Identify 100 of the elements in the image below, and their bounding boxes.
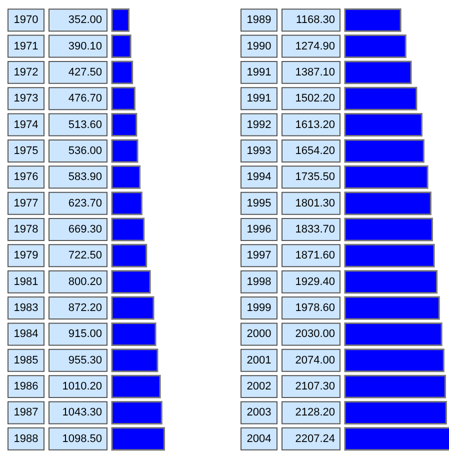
data-label: 1801.30	[295, 197, 335, 210]
y-tick-label: 1970	[14, 14, 38, 26]
data-label: 623.70	[68, 197, 102, 210]
bar	[344, 218, 433, 242]
data-label: 1098.50	[62, 432, 102, 445]
y-tick-label: 1997	[246, 250, 272, 262]
bar	[111, 165, 141, 189]
y-tick-label: 1991	[246, 66, 272, 78]
y-tick-label: 1981	[14, 276, 38, 288]
data-label: 955.30	[68, 354, 102, 366]
data-label: 1010.20	[62, 380, 102, 393]
bar	[344, 34, 406, 58]
bar	[344, 113, 422, 137]
data-label: 513.60	[68, 118, 102, 131]
data-label: 536.00	[68, 144, 102, 157]
data-label: 427.50	[68, 66, 102, 78]
y-tick-label: 1992	[246, 118, 272, 131]
bar	[111, 192, 142, 216]
y-tick-label: 1994	[246, 171, 272, 184]
bar	[111, 244, 148, 268]
data-label: 1043.30	[62, 406, 102, 419]
bar	[111, 400, 162, 424]
data-label: 1929.40	[295, 276, 335, 288]
bar	[344, 86, 418, 110]
y-tick-label: 2001	[246, 354, 272, 366]
y-tick-label: 1971	[14, 40, 38, 52]
bar	[344, 8, 402, 32]
y-tick-label: 1987	[14, 406, 38, 419]
data-label: 1978.60	[295, 302, 335, 314]
y-tick-label: 1998	[246, 276, 272, 288]
bar	[111, 113, 138, 137]
bar	[111, 60, 134, 84]
y-tick-label: 1973	[14, 92, 38, 105]
y-tick-label: 1993	[246, 144, 272, 157]
y-tick-label: 1991	[246, 92, 272, 105]
data-label: 1274.90	[295, 40, 335, 52]
y-tick-label: 1989	[246, 14, 272, 26]
y-tick-label: 1976	[14, 171, 38, 184]
bar	[344, 139, 424, 163]
data-label: 669.30	[68, 224, 102, 236]
data-label: 390.10	[68, 40, 102, 52]
bar	[344, 374, 446, 398]
bar	[344, 165, 428, 189]
y-tick-label: 1977	[14, 197, 38, 210]
data-label: 915.00	[68, 328, 102, 340]
data-label: 1871.60	[295, 250, 335, 262]
y-tick-label: 1974	[14, 118, 38, 131]
y-tick-label: 1999	[246, 302, 272, 314]
bar	[111, 8, 130, 32]
y-tick-label: 1972	[14, 66, 38, 78]
data-label: 1735.50	[295, 171, 335, 184]
y-tick-label: 1978	[14, 224, 38, 236]
y-tick-label: 1996	[246, 224, 272, 236]
bar	[111, 86, 136, 110]
bar	[111, 34, 132, 58]
bar	[344, 192, 432, 216]
data-label: 1168.30	[296, 14, 335, 26]
y-tick-label: 1990	[246, 40, 272, 52]
bar	[111, 427, 166, 451]
data-label: 2128.20	[295, 406, 335, 419]
y-tick-label: 1984	[14, 328, 38, 340]
bar	[111, 218, 145, 242]
data-label: 872.20	[68, 302, 102, 314]
bar	[111, 270, 151, 294]
bar	[344, 348, 444, 372]
bar	[111, 348, 158, 372]
y-tick-label: 2002	[246, 380, 272, 393]
data-label: 2030.00	[295, 328, 335, 340]
y-tick-label: 1983	[14, 302, 38, 314]
data-label: 1833.70	[295, 224, 335, 236]
y-tick-label: 1975	[14, 144, 38, 157]
data-label: 722.50	[68, 250, 102, 262]
data-label: 1613.20	[295, 118, 335, 131]
data-label: 2107.30	[295, 380, 335, 393]
bar	[344, 270, 438, 294]
y-tick-label: 1985	[14, 354, 38, 366]
bar	[111, 322, 156, 346]
y-tick-label: 1988	[14, 432, 38, 445]
y-tick-label: 1995	[246, 197, 272, 210]
data-label: 1502.20	[295, 92, 335, 105]
bar	[344, 400, 447, 424]
bar	[344, 296, 440, 320]
bar	[344, 322, 442, 346]
data-label: 1387.10	[295, 66, 335, 78]
data-label: 583.90	[68, 171, 102, 184]
bar	[344, 60, 412, 84]
bar	[111, 139, 138, 163]
data-label: 476.70	[68, 92, 102, 105]
data-label: 2207.24	[295, 432, 335, 445]
y-tick-label: 1979	[14, 250, 38, 262]
bar	[111, 296, 154, 320]
data-label: 2074.00	[295, 354, 335, 366]
y-tick-label: 2004	[246, 432, 272, 445]
data-label: 352.00	[68, 14, 102, 26]
bar	[111, 374, 161, 398]
y-tick-label: 2003	[246, 406, 272, 419]
data-label: 1654.20	[295, 144, 335, 157]
data-label: 800.20	[68, 276, 102, 288]
y-tick-label: 2000	[246, 328, 272, 340]
bar	[344, 244, 435, 268]
